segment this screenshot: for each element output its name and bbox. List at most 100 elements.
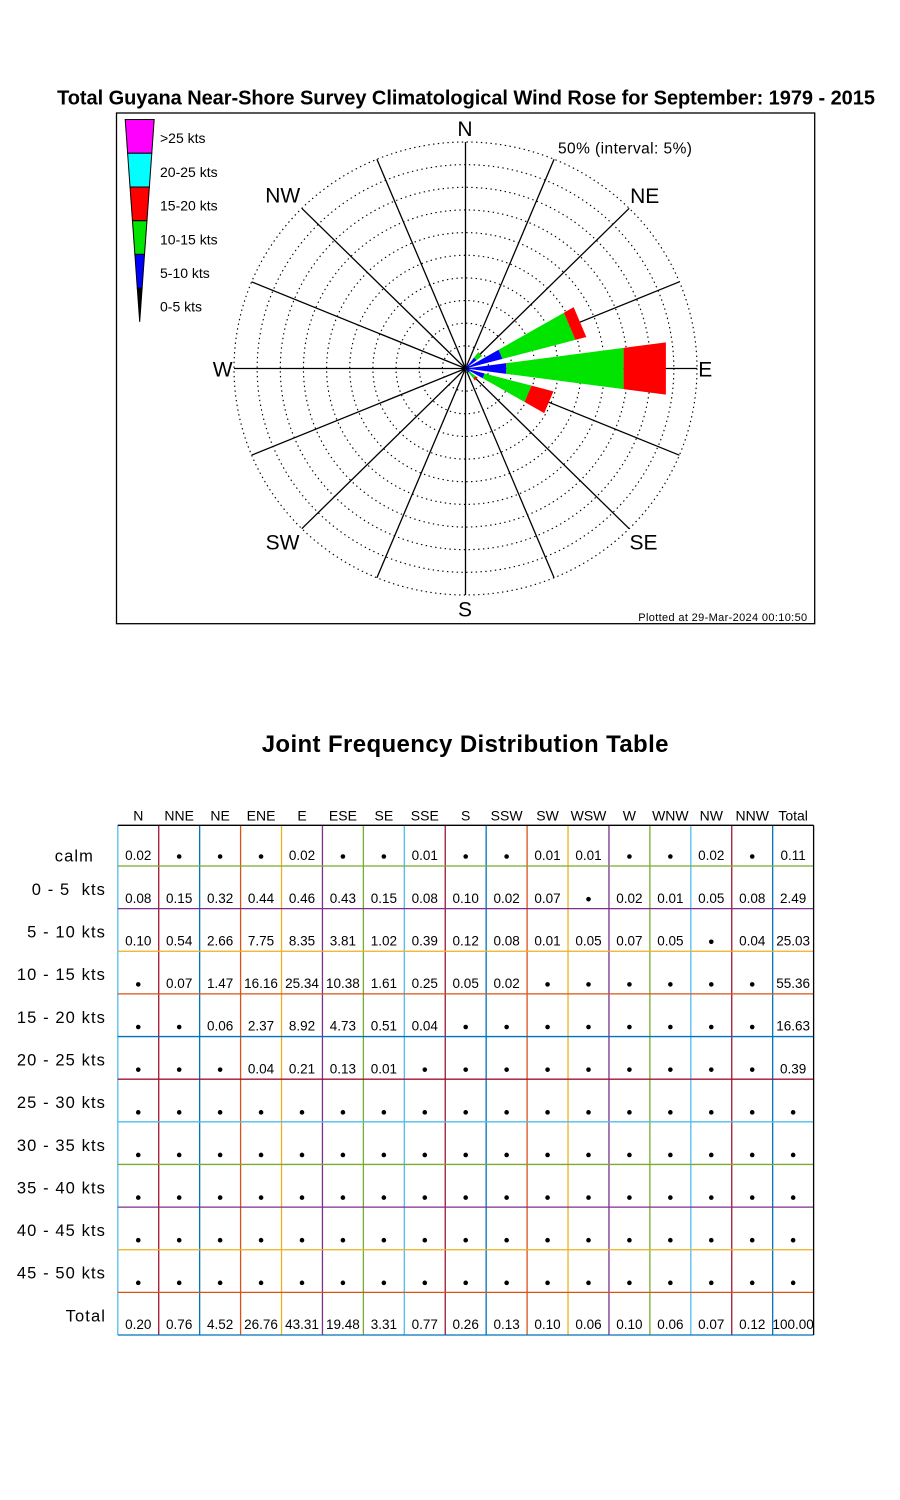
svg-text:0.77: 0.77	[412, 1317, 438, 1332]
svg-text:0.07: 0.07	[534, 891, 560, 906]
svg-text:0.07: 0.07	[698, 1317, 724, 1332]
svg-text:0.13: 0.13	[330, 1061, 356, 1076]
svg-text:0.06: 0.06	[207, 1019, 233, 1034]
svg-text:ESE: ESE	[329, 807, 357, 823]
svg-text:0.04: 0.04	[739, 933, 766, 948]
svg-text:43.31: 43.31	[285, 1317, 319, 1332]
svg-text:N: N	[457, 118, 472, 141]
svg-text:0.15: 0.15	[371, 891, 397, 906]
svg-text:40 - 45 kts: 40 - 45 kts	[17, 1222, 106, 1240]
svg-text:0.51: 0.51	[371, 1019, 397, 1034]
svg-text:0.04: 0.04	[248, 1061, 275, 1076]
svg-text:8.92: 8.92	[289, 1019, 315, 1034]
svg-text:0.01: 0.01	[575, 848, 601, 863]
svg-text:5 - 10 kts: 5 - 10 kts	[21, 924, 106, 942]
svg-text:WNW: WNW	[652, 807, 689, 823]
svg-text:0.39: 0.39	[412, 933, 438, 948]
svg-text:0.07: 0.07	[166, 976, 192, 991]
svg-text:8.35: 8.35	[289, 933, 315, 948]
svg-text:0.01: 0.01	[371, 1061, 397, 1076]
svg-text:0.02: 0.02	[493, 891, 519, 906]
svg-text:0.01: 0.01	[534, 933, 560, 948]
svg-text:NE: NE	[630, 185, 659, 208]
svg-text:0.02: 0.02	[698, 848, 724, 863]
svg-text:1.47: 1.47	[207, 976, 233, 991]
svg-text:19.48: 19.48	[326, 1317, 360, 1332]
svg-text:0.02: 0.02	[616, 891, 642, 906]
svg-text:Joint Frequency Distribution T: Joint Frequency Distribution Table	[262, 731, 669, 758]
svg-text:2.49: 2.49	[780, 891, 806, 906]
svg-text:0.13: 0.13	[493, 1317, 519, 1332]
svg-text:calm: calm	[55, 848, 94, 866]
svg-text:0.20: 0.20	[125, 1317, 151, 1332]
svg-text:0.08: 0.08	[739, 891, 765, 906]
svg-text:45 - 50 kts: 45 - 50 kts	[17, 1265, 106, 1283]
svg-text:3.31: 3.31	[371, 1317, 397, 1332]
svg-text:25.34: 25.34	[285, 976, 319, 991]
svg-text:Plotted at 29-Mar-2024 00:10:5: Plotted at 29-Mar-2024 00:10:50	[638, 612, 807, 624]
svg-text:Total: Total	[66, 1307, 106, 1325]
svg-text:0.05: 0.05	[698, 891, 724, 906]
svg-text:0.32: 0.32	[207, 891, 233, 906]
svg-text:ENE: ENE	[247, 807, 276, 823]
svg-text:NW: NW	[265, 185, 300, 208]
svg-text:0.26: 0.26	[453, 1317, 479, 1332]
svg-text:0.08: 0.08	[125, 891, 151, 906]
svg-text:Total: Total	[778, 807, 808, 823]
svg-text:0.10: 0.10	[616, 1317, 642, 1332]
svg-text:0.21: 0.21	[289, 1061, 315, 1076]
svg-text:0.07: 0.07	[616, 933, 642, 948]
svg-text:26.76: 26.76	[244, 1317, 278, 1332]
svg-text:>25 kts: >25 kts	[160, 130, 206, 146]
svg-text:SW: SW	[266, 531, 300, 554]
svg-text:0.02: 0.02	[493, 976, 519, 991]
svg-text:0.01: 0.01	[534, 848, 560, 863]
svg-text:0.05: 0.05	[453, 976, 479, 991]
svg-text:Total Guyana Near-Shore Survey: Total Guyana Near-Shore Survey Climatolo…	[57, 87, 875, 109]
svg-text:0.44: 0.44	[248, 891, 275, 906]
svg-text:20 - 25 kts: 20 - 25 kts	[17, 1051, 106, 1069]
svg-text:10.38: 10.38	[326, 976, 360, 991]
svg-text:0.05: 0.05	[657, 933, 683, 948]
svg-text:2.66: 2.66	[207, 933, 233, 948]
svg-text:15 - 20 kts: 15 - 20 kts	[17, 1009, 106, 1027]
svg-text:55.36: 55.36	[776, 976, 810, 991]
svg-text:0.43: 0.43	[330, 891, 356, 906]
svg-text:0.10: 0.10	[453, 891, 479, 906]
svg-text:0.12: 0.12	[739, 1317, 765, 1332]
svg-text:0.06: 0.06	[657, 1317, 683, 1332]
svg-text:0.01: 0.01	[657, 891, 683, 906]
svg-text:W: W	[623, 807, 637, 823]
svg-text:0.02: 0.02	[289, 848, 315, 863]
svg-text:0.54: 0.54	[166, 933, 193, 948]
svg-text:16.16: 16.16	[244, 976, 278, 991]
svg-text:SSW: SSW	[491, 807, 524, 823]
svg-text:SSE: SSE	[411, 807, 439, 823]
svg-text:N: N	[133, 807, 143, 823]
svg-text:NW: NW	[700, 807, 724, 823]
svg-text:W: W	[213, 359, 233, 382]
svg-text:0.06: 0.06	[575, 1317, 601, 1332]
svg-text:20-25 kts: 20-25 kts	[160, 164, 218, 180]
svg-text:35 - 40 kts: 35 - 40 kts	[17, 1179, 106, 1197]
svg-text:SE: SE	[375, 807, 394, 823]
svg-text:0 - 5 kts: 0 - 5 kts	[26, 881, 106, 899]
svg-text:E: E	[698, 359, 712, 382]
svg-text:0.25: 0.25	[412, 976, 438, 991]
svg-text:0.05: 0.05	[575, 933, 601, 948]
svg-text:25 - 30 kts: 25 - 30 kts	[17, 1094, 106, 1112]
svg-text:E: E	[297, 807, 306, 823]
svg-text:2.37: 2.37	[248, 1019, 274, 1034]
svg-text:0.12: 0.12	[453, 933, 479, 948]
svg-text:0.08: 0.08	[493, 933, 519, 948]
svg-text:1.02: 1.02	[371, 933, 397, 948]
svg-text:0.15: 0.15	[166, 891, 192, 906]
svg-text:0.11: 0.11	[780, 848, 805, 863]
svg-text:0.10: 0.10	[534, 1317, 560, 1332]
svg-text:0.02: 0.02	[125, 848, 151, 863]
svg-text:10-15 kts: 10-15 kts	[160, 231, 218, 247]
svg-text:0.39: 0.39	[780, 1061, 806, 1076]
svg-text:NNE: NNE	[164, 807, 194, 823]
svg-text:4.52: 4.52	[207, 1317, 233, 1332]
svg-text:100.00: 100.00	[772, 1317, 813, 1332]
